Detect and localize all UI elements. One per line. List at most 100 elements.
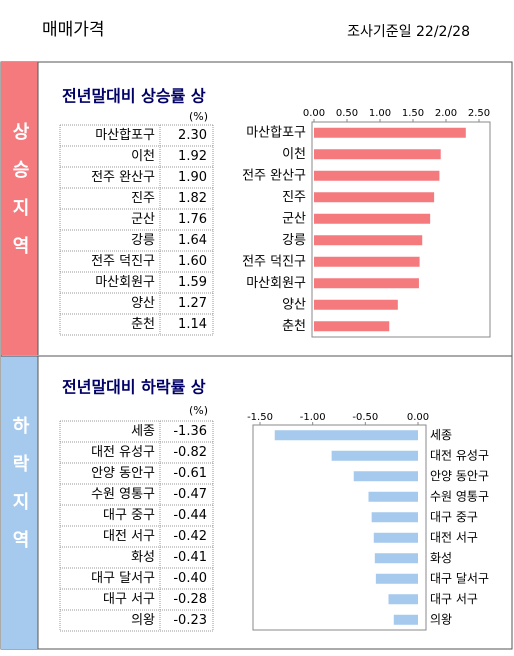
table-value: -1.36: [173, 424, 207, 439]
category-label: 의왕: [430, 612, 452, 626]
table-value: -0.40: [173, 571, 207, 586]
bar: [274, 430, 418, 441]
table-name: 강릉: [131, 233, 155, 248]
table-value: -0.42: [173, 529, 207, 544]
plot-area: [252, 424, 427, 631]
table-name: 대전 유성구: [91, 445, 155, 460]
category-label: 대구 서구: [430, 592, 478, 606]
bar: [368, 491, 418, 502]
table-name: 양산: [131, 296, 155, 311]
table-name: 대전 서구: [103, 529, 155, 544]
category-label: 마산회원구: [246, 276, 306, 291]
category-label: 진주: [282, 190, 306, 205]
bar: [314, 149, 441, 160]
section-title: 전년말대비 상승률 상: [62, 87, 206, 106]
section-title: 전년말대비 하락률 상: [62, 378, 206, 397]
x-tick-label: 2.50: [468, 108, 490, 119]
table-value: -0.82: [173, 445, 207, 460]
table-name: 마산회원구: [95, 275, 155, 290]
bar: [393, 614, 418, 625]
bar: [375, 573, 418, 584]
table-value: -0.23: [173, 613, 207, 628]
table-name: 대구 서구: [103, 592, 155, 607]
table-value: 1.76: [178, 212, 207, 227]
table-value: 1.92: [178, 149, 207, 164]
table-name: 대구 중구: [103, 508, 155, 523]
category-label: 세종: [430, 428, 452, 442]
bar: [314, 127, 466, 138]
category-label: 이천: [282, 147, 306, 162]
section-band: [1, 62, 38, 355]
table-unit: (%): [189, 110, 208, 123]
category-label: 군산: [282, 211, 306, 226]
page-title: 매매가격: [42, 20, 105, 40]
category-label: 마산합포구: [246, 125, 306, 140]
table-value: 2.30: [178, 128, 207, 143]
table-value: 1.82: [178, 191, 207, 206]
bar: [314, 321, 390, 332]
category-label: 대전 서구: [430, 530, 478, 544]
category-label: 대전 유성구: [430, 448, 489, 462]
x-tick-label: 0.00: [303, 108, 325, 119]
bar: [314, 256, 420, 267]
table-value: 1.60: [178, 254, 207, 269]
bar: [331, 450, 418, 461]
bar: [388, 594, 418, 605]
bar: [371, 512, 418, 523]
table-name: 진주: [131, 191, 155, 206]
table-unit: (%): [189, 404, 208, 417]
table-name: 의왕: [131, 613, 155, 628]
bar: [314, 235, 423, 246]
table-name: 마산합포구: [95, 128, 155, 143]
table-name: 전주 완산구: [91, 170, 155, 185]
table-name: 세종: [131, 424, 155, 439]
category-label: 대구 달서구: [430, 571, 489, 585]
table-name: 이천: [131, 149, 155, 164]
bar: [373, 532, 418, 543]
x-tick-label: 1.00: [369, 108, 391, 119]
x-tick-label: -0.50: [352, 412, 378, 423]
table-value: 1.90: [178, 170, 207, 185]
category-label: 강릉: [282, 233, 306, 248]
bar: [374, 553, 418, 564]
table-name: 춘천: [131, 317, 155, 332]
table-value: 1.14: [178, 317, 207, 332]
table-value: -0.41: [173, 550, 207, 565]
table-value: -0.28: [173, 592, 207, 607]
category-label: 춘천: [282, 319, 306, 334]
bar: [314, 170, 440, 181]
table-value: 1.59: [178, 275, 207, 290]
category-label: 대구 중구: [430, 510, 478, 524]
category-label: 전주 덕진구: [242, 254, 306, 269]
category-label: 화성: [430, 551, 452, 565]
table-name: 화성: [131, 550, 155, 565]
section-label: 하락지역: [9, 416, 30, 568]
table-name: 군산: [131, 212, 155, 227]
bar: [314, 213, 431, 224]
plot-area: [311, 121, 491, 338]
section-band: [1, 356, 38, 649]
bar: [314, 278, 419, 289]
bar: [314, 299, 398, 310]
table-name: 안양 동안구: [91, 466, 155, 481]
bar: [353, 471, 418, 482]
table-value: 1.27: [178, 296, 207, 311]
table-name: 수원 영통구: [91, 487, 155, 502]
x-tick-label: 1.50: [402, 108, 424, 119]
table-value: -0.44: [173, 508, 207, 523]
table-value: 1.64: [178, 233, 207, 248]
category-label: 안양 동안구: [430, 469, 489, 483]
x-tick-label: 2.00: [435, 108, 457, 119]
x-tick-label: 0.00: [407, 412, 429, 423]
table-value: -0.61: [173, 466, 207, 481]
bar: [314, 192, 435, 203]
table-name: 대구 달서구: [91, 571, 155, 586]
x-tick-label: -1.50: [247, 412, 273, 423]
category-label: 수원 영통구: [430, 489, 489, 503]
x-tick-label: 0.50: [336, 108, 358, 119]
table-value: -0.47: [173, 487, 207, 502]
x-tick-label: -1.00: [300, 412, 326, 423]
category-label: 전주 완산구: [242, 168, 306, 183]
section-label: 상승지역: [9, 122, 30, 274]
